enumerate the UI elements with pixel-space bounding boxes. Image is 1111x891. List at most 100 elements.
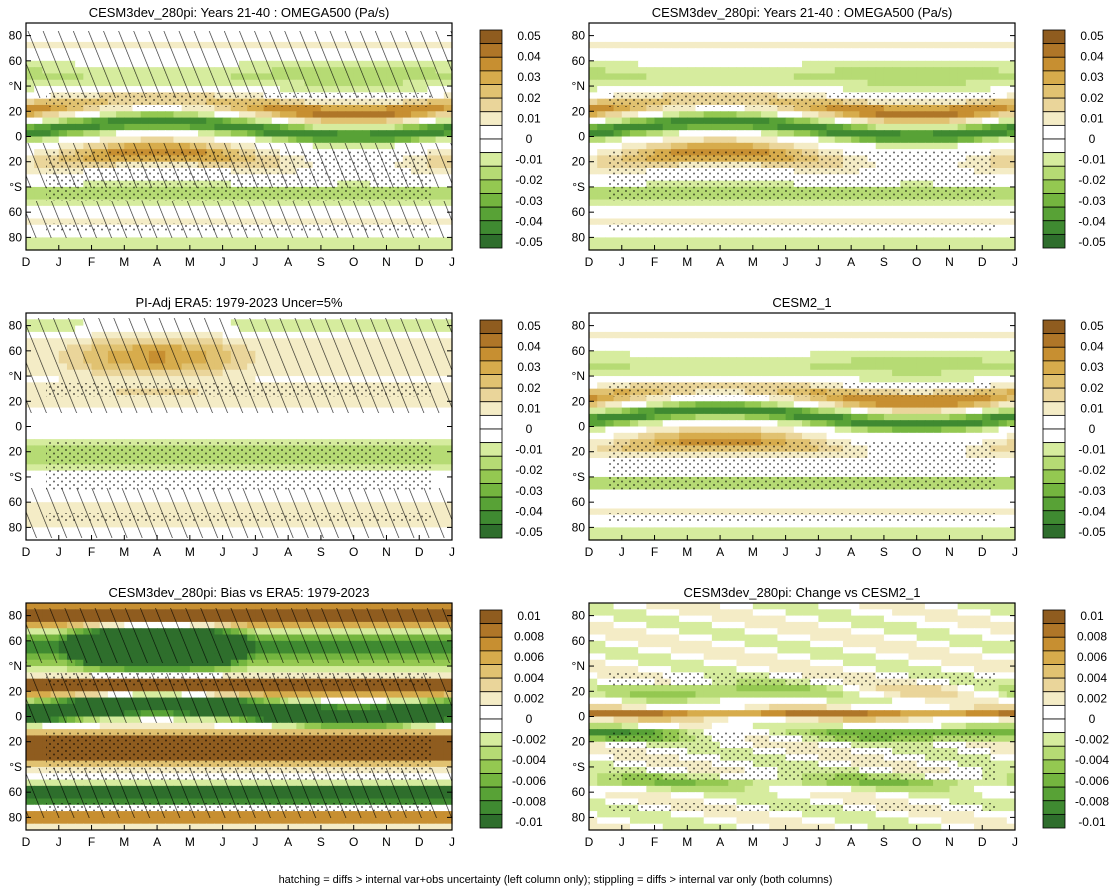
heatmap-cell xyxy=(42,243,52,251)
heatmap-cell xyxy=(859,243,869,251)
heatmap-cell xyxy=(883,136,893,144)
heatmap-cell xyxy=(752,54,762,62)
heatmap-cell xyxy=(165,313,175,320)
heatmap-cell xyxy=(296,313,306,320)
heatmap-cell xyxy=(785,205,795,213)
heatmap-cell xyxy=(670,237,680,245)
heatmap-cell xyxy=(230,23,240,30)
heatmap-cell xyxy=(394,111,404,119)
heatmap-cell xyxy=(189,117,199,125)
heatmap-cell xyxy=(810,218,819,226)
heatmap-cell xyxy=(703,54,713,62)
heatmap-cell xyxy=(198,23,207,30)
heatmap-cell xyxy=(386,117,396,125)
heatmap-cell xyxy=(239,426,248,434)
heatmap-cell xyxy=(361,432,371,440)
heatmap-cell xyxy=(222,313,232,320)
heatmap-cell xyxy=(687,29,697,37)
heatmap-cell xyxy=(802,54,811,62)
heatmap-cell xyxy=(230,111,240,119)
heatmap-cell xyxy=(91,420,101,428)
heatmap-cell xyxy=(711,243,721,251)
heatmap-cell xyxy=(900,73,910,81)
heatmap-cell xyxy=(908,142,918,150)
heatmap-cell xyxy=(411,123,420,131)
heatmap-cell xyxy=(91,136,101,144)
heatmap-cell xyxy=(597,67,606,75)
stippling-overlay xyxy=(609,151,995,201)
heatmap-cell xyxy=(965,243,975,251)
heatmap-cell xyxy=(949,48,959,56)
heatmap-cell xyxy=(173,23,183,30)
heatmap-cell xyxy=(279,413,289,421)
heatmap-cell xyxy=(605,29,615,37)
heatmap-cell xyxy=(810,212,819,220)
heatmap-cell xyxy=(998,224,1008,232)
heatmap-cell xyxy=(998,92,1008,100)
heatmap-cell xyxy=(427,136,437,144)
heatmap-cell xyxy=(826,29,836,37)
heatmap-cell xyxy=(198,413,207,421)
heatmap-cell xyxy=(589,199,598,207)
heatmap-cell xyxy=(908,41,918,49)
heatmap-cell xyxy=(337,23,347,30)
heatmap-cell xyxy=(695,111,705,119)
heatmap-cell xyxy=(214,117,224,125)
heatmap-cell xyxy=(851,60,860,68)
heatmap-cell xyxy=(83,413,93,421)
heatmap-cell xyxy=(793,142,803,150)
heatmap-cell xyxy=(982,218,992,226)
heatmap-cell xyxy=(785,199,795,207)
heatmap-cell xyxy=(736,111,746,119)
heatmap-cell xyxy=(1006,136,1016,144)
heatmap-cell xyxy=(386,136,396,144)
heatmap-cell xyxy=(271,23,281,30)
heatmap-cell xyxy=(394,23,404,30)
heatmap-cell xyxy=(736,60,746,68)
heatmap-cell xyxy=(26,98,35,106)
heatmap-cell xyxy=(703,218,713,226)
heatmap-cell xyxy=(1006,111,1016,119)
heatmap-cell xyxy=(646,29,656,37)
heatmap-cell xyxy=(255,111,265,119)
heatmap-cell xyxy=(124,136,134,144)
heatmap-cell xyxy=(621,54,631,62)
heatmap-cell xyxy=(842,73,852,81)
heatmap-cell xyxy=(842,218,852,226)
heatmap-cell xyxy=(654,237,664,245)
heatmap-cell xyxy=(597,161,606,169)
heatmap-cell xyxy=(777,86,787,93)
heatmap-cell xyxy=(621,130,631,138)
heatmap-cell xyxy=(214,237,224,245)
heatmap-cell xyxy=(638,79,647,87)
heatmap-cell xyxy=(957,212,967,220)
heatmap-cell xyxy=(892,35,901,43)
panel-title: CESM3dev_280pi: Years 21-40 : OMEGA500 (… xyxy=(89,5,390,20)
heatmap-cell xyxy=(720,142,729,150)
heatmap-cell xyxy=(679,237,688,245)
heatmap-cell xyxy=(206,432,216,440)
heatmap-cell xyxy=(892,142,901,150)
heatmap-cell xyxy=(304,117,314,125)
heatmap-cell xyxy=(621,60,631,68)
heatmap-cell xyxy=(752,79,762,87)
colorbar-label: 0.03 xyxy=(1080,70,1104,84)
heatmap-cell xyxy=(99,413,109,421)
heatmap-cell xyxy=(679,54,688,62)
heatmap-cell xyxy=(802,104,811,112)
heatmap-cell xyxy=(900,104,910,112)
heatmap-cell xyxy=(370,426,379,434)
heatmap-cell xyxy=(998,212,1008,220)
heatmap-cell xyxy=(761,35,770,43)
heatmap-cell xyxy=(695,104,705,112)
heatmap-cell xyxy=(826,243,836,251)
heatmap-cell xyxy=(711,117,721,125)
heatmap-cell xyxy=(173,313,183,320)
heatmap-cell xyxy=(818,35,828,43)
heatmap-cell xyxy=(687,67,697,75)
heatmap-cell xyxy=(949,29,959,37)
colorbar-swatch xyxy=(479,165,503,181)
x-tick-label: J xyxy=(815,255,821,269)
heatmap-cell xyxy=(998,199,1008,207)
colorbar-swatch xyxy=(479,206,503,222)
